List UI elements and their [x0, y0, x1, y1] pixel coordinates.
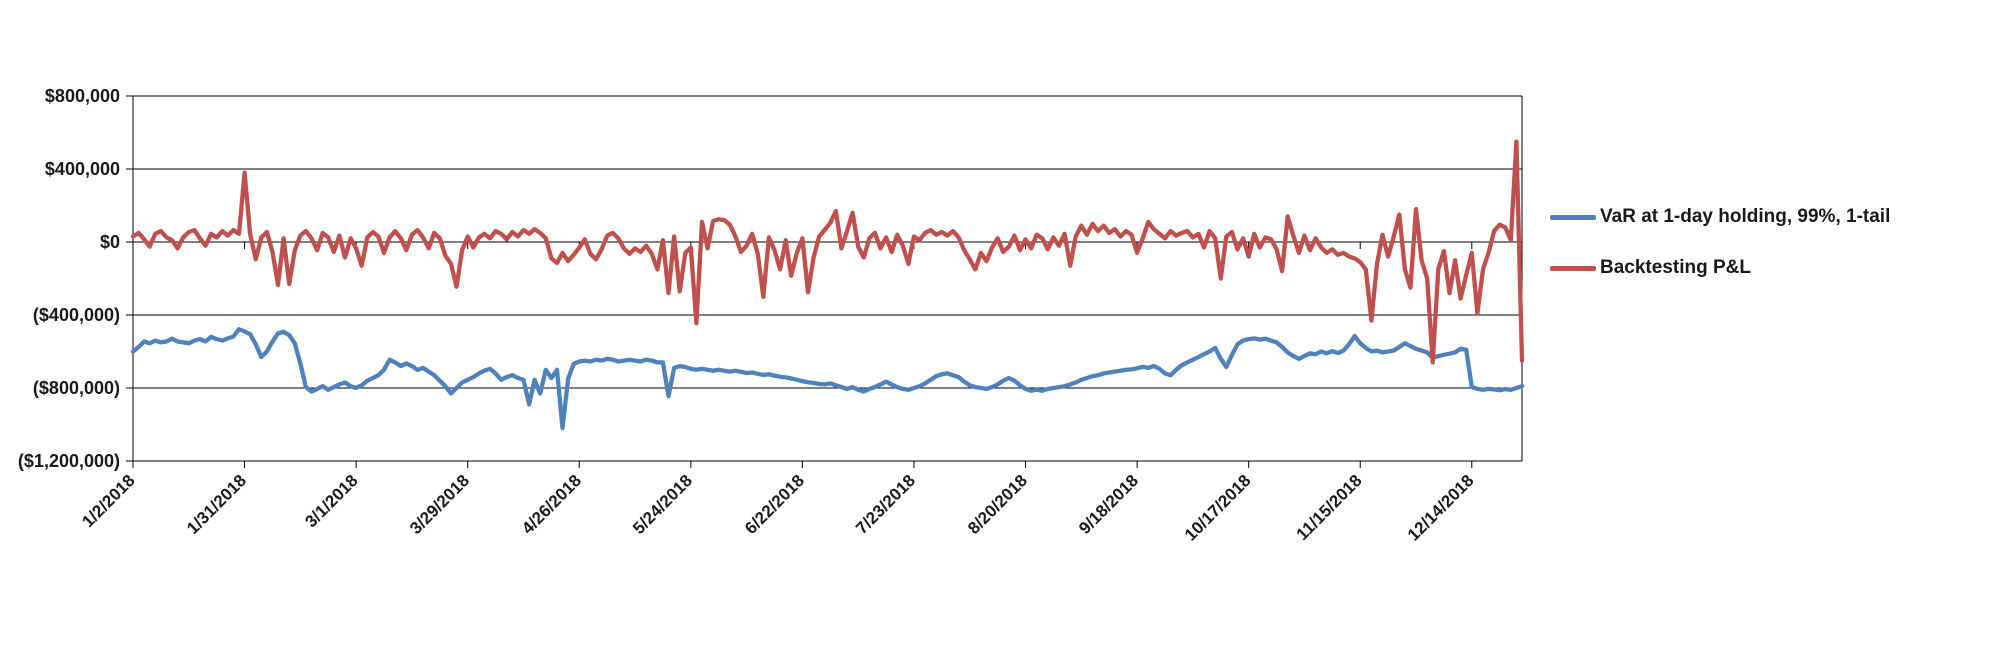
legend-label-pnl: Backtesting P&L — [1600, 257, 1751, 278]
pnl-series-line — [130, 139, 1525, 365]
legend-line-sample-var — [1550, 214, 1596, 220]
legend-label-var: VaR at 1-day holding, 99%, 1-tail — [1600, 206, 1891, 227]
legend: VaR at 1-day holding, 99%, 1-tail Backte… — [1550, 204, 1890, 306]
y-axis-label: ($1,200,000) — [17, 451, 120, 471]
legend-item-pnl: Backtesting P&L — [1550, 255, 1890, 281]
var-series-line — [130, 327, 1525, 431]
y-axis-label: $400,000 — [44, 159, 120, 179]
legend-line-sample-pnl — [1550, 265, 1596, 271]
y-axis-label: ($800,000) — [32, 378, 120, 398]
legend-item-var: VaR at 1-day holding, 99%, 1-tail — [1550, 204, 1890, 230]
y-axis-label: ($400,000) — [32, 305, 120, 325]
y-axis-label: $800,000 — [44, 86, 120, 106]
y-axis-label: $0 — [99, 232, 120, 252]
